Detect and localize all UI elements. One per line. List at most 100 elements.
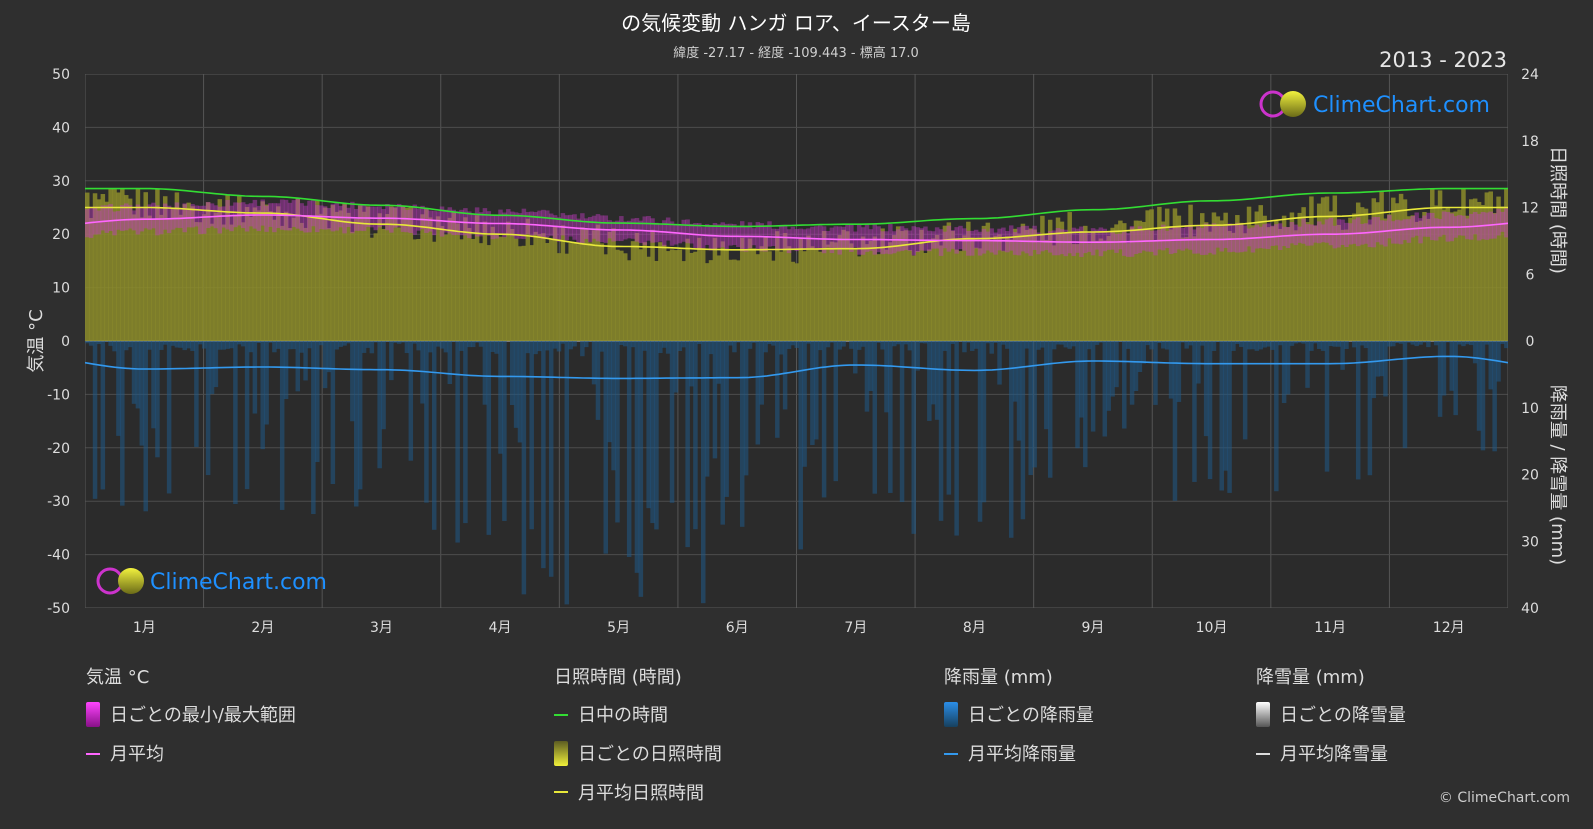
daily-temp-range-bar — [841, 227, 845, 249]
logo-sun-icon — [1280, 91, 1306, 117]
daily-sunshine-bar — [346, 213, 350, 341]
daily-rain-bar — [1438, 341, 1442, 417]
daily-temp-range-bar — [1067, 233, 1071, 253]
daily-temp-range-bar — [997, 229, 1001, 251]
x-tick-label: 10月 — [1196, 620, 1228, 636]
daily-rain-bar — [1290, 341, 1294, 346]
daily-rain-bar — [572, 341, 576, 346]
legend-sun-heading: 日照時間 (時間) — [554, 667, 682, 688]
daily-temp-range-bar — [467, 211, 471, 238]
daily-temp-range-bar — [880, 231, 884, 254]
daily-rain-bar — [218, 341, 222, 350]
daily-sunshine-bar — [385, 214, 389, 341]
daily-temp-range-bar — [576, 219, 580, 244]
daily-rain-bar — [1372, 341, 1376, 398]
right-axis-title-top: 日照時間 (時間) — [1547, 146, 1568, 274]
daily-rain-bar — [97, 341, 101, 344]
daily-rain-bar — [822, 341, 826, 497]
daily-rain-bar — [1321, 341, 1325, 351]
daily-temp-range-bar — [837, 226, 841, 254]
daily-rain-bar — [1473, 341, 1477, 363]
daily-sunshine-bar — [1103, 241, 1107, 341]
daily-rain-bar — [1044, 341, 1048, 429]
daily-sunshine-bar — [689, 253, 693, 341]
daily-rain-bar — [463, 341, 467, 523]
daily-rain-bar — [292, 341, 296, 349]
x-tick-label: 5月 — [607, 620, 630, 636]
daily-sunshine-bar — [549, 240, 553, 341]
daily-rain-bar — [927, 341, 931, 421]
daily-temp-range-bar — [1457, 215, 1461, 235]
daily-rain-bar — [467, 341, 471, 347]
daily-rain-bar — [635, 341, 639, 573]
daily-rain-bar — [1005, 341, 1009, 349]
daily-rain-bar — [802, 341, 806, 467]
daily-rain-bar — [830, 341, 834, 343]
daily-rain-bar — [502, 341, 506, 521]
daily-sunshine-bar — [974, 248, 978, 341]
daily-temp-range-bar — [229, 206, 233, 232]
daily-rain-bar — [763, 341, 767, 352]
daily-temp-range-bar — [323, 206, 327, 229]
daily-temp-range-bar — [159, 209, 163, 235]
daily-rain-bar — [311, 341, 315, 514]
daily-rain-bar — [923, 341, 927, 343]
daily-rain-bar — [939, 341, 943, 521]
daily-sunshine-bar — [1325, 197, 1329, 341]
daily-sunshine-bar — [670, 249, 674, 341]
daily-rain-bar — [931, 341, 935, 404]
daily-rain-bar — [1364, 341, 1368, 348]
daily-sunshine-bar — [1321, 197, 1325, 341]
daily-temp-range-bar — [112, 212, 116, 236]
daily-temp-range-bar — [257, 206, 261, 231]
daily-rain-bar — [494, 341, 498, 354]
daily-rain-bar — [85, 341, 89, 343]
daily-temp-range-bar — [654, 223, 658, 243]
daily-rain-bar — [1157, 341, 1161, 343]
daily-rain-bar — [643, 341, 647, 351]
daily-rain-bar — [354, 341, 358, 506]
daily-rain-bar — [272, 341, 276, 352]
daily-sunshine-bar — [619, 251, 623, 341]
daily-sunshine-bar — [553, 226, 557, 341]
daily-sunshine-bar — [565, 254, 569, 341]
daily-rain-bar — [155, 341, 159, 457]
chart-subtitle: 緯度 -27.17 - 経度 -109.443 - 標高 17.0 — [673, 45, 919, 61]
daily-rain-bar — [767, 341, 771, 344]
daily-rain-bar — [1422, 341, 1426, 342]
daily-temp-range-bar — [1227, 223, 1231, 252]
daily-temp-range-bar — [288, 203, 292, 231]
daily-rain-bar — [935, 341, 939, 420]
daily-sunshine-bar — [584, 229, 588, 341]
daily-rain-bar — [658, 341, 662, 353]
daily-temp-range-bar — [1473, 212, 1477, 234]
daily-temp-range-bar — [1200, 228, 1204, 255]
daily-rain-bar — [639, 341, 643, 597]
daily-sunshine-bar — [1126, 243, 1130, 341]
daily-rain-bar — [1457, 341, 1461, 345]
daily-sunshine-bar — [701, 248, 705, 341]
daily-rain-bar — [798, 341, 802, 549]
daily-temp-range-bar — [1426, 213, 1430, 237]
daily-rain-bar — [1114, 341, 1118, 387]
daily-sunshine-bar — [818, 252, 822, 341]
daily-temp-range-bar — [775, 229, 779, 250]
daily-temp-range-bar — [966, 231, 970, 256]
brand-logo-top: ClimeChart.com — [1261, 91, 1490, 118]
daily-sunshine-bar — [678, 250, 682, 341]
daily-rain-bar — [471, 341, 475, 347]
daily-temp-range-bar — [221, 206, 225, 227]
legend-rain-heading: 降雨量 (mm) — [944, 667, 1053, 688]
daily-rain-bar — [1395, 341, 1399, 343]
daily-temp-range-bar — [354, 209, 358, 231]
daily-rain-bar — [1216, 341, 1220, 342]
daily-rain-bar — [1379, 341, 1383, 376]
daily-sunshine-bar — [272, 220, 276, 341]
daily-sunshine-bar — [132, 214, 136, 341]
daily-sunshine-bar — [1184, 237, 1188, 341]
daily-sunshine-bar — [412, 239, 416, 341]
daily-sunshine-bar — [303, 228, 307, 341]
daily-rain-bar — [900, 341, 904, 502]
daily-rain-bar — [370, 341, 374, 353]
legend-daylight-label: 日中の時間 — [578, 705, 668, 726]
